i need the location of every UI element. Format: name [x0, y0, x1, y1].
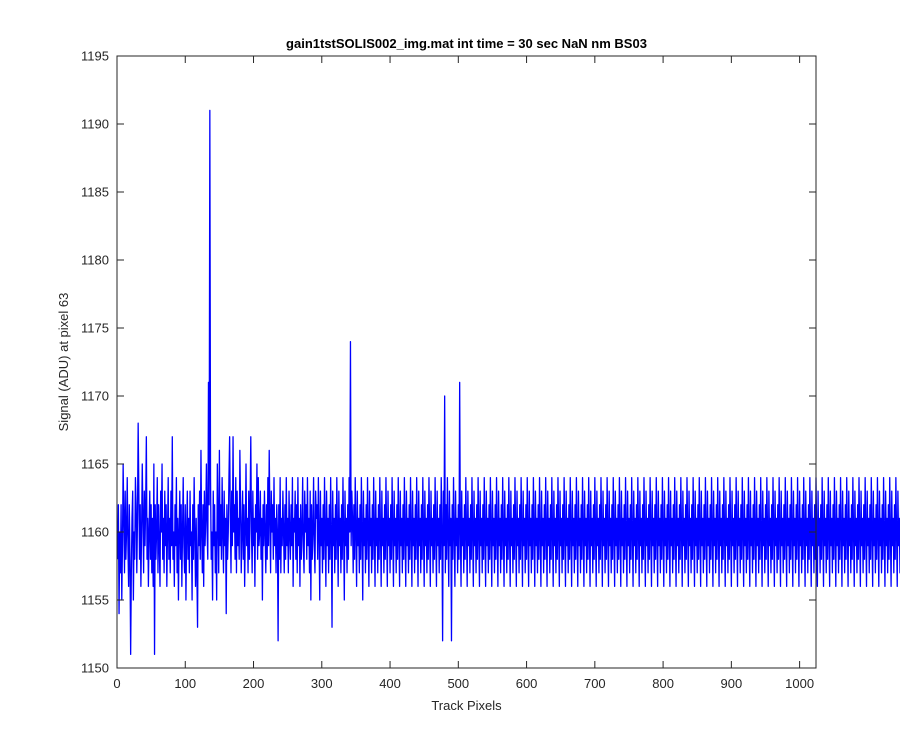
x-tick-label: 600 [516, 676, 538, 691]
y-tick-label: 1180 [81, 253, 109, 268]
y-axis-ticks: 1150 1155 1160 1165 1170 1175 1180 1185 1190 1195 [81, 49, 816, 676]
y-tick-label: 1160 [81, 525, 109, 540]
x-tick-label: 1000 [785, 676, 814, 691]
y-tick-label: 1150 [81, 661, 109, 676]
axes-box [116, 55, 817, 669]
x-axis-ticks: 0 100 200 300 400 500 600 700 800 900 1000 [113, 56, 814, 691]
y-tick-label: 1175 [81, 321, 109, 336]
x-tick-label: 500 [447, 676, 469, 691]
x-tick-label: 400 [379, 676, 401, 691]
y-tick-label: 1195 [81, 49, 109, 64]
x-tick-label: 900 [721, 676, 743, 691]
y-tick-label: 1155 [81, 593, 109, 608]
y-tick-label: 1190 [81, 117, 109, 132]
y-axis-label: Signal (ADU) at pixel 63 [56, 293, 71, 432]
y-tick-label: 1185 [81, 185, 109, 200]
series-line-0 [117, 109, 900, 656]
y-tick-label: 1170 [81, 389, 109, 404]
x-tick-label: 700 [584, 676, 606, 691]
x-tick-label: 300 [311, 676, 333, 691]
x-axis-label: Track Pixels [431, 698, 502, 713]
x-tick-label: 100 [174, 676, 196, 691]
chart-title: gain1tstSOLIS002_img.mat int time = 30 s… [286, 36, 647, 51]
x-tick-label: 200 [243, 676, 265, 691]
y-tick-label: 1165 [81, 457, 109, 472]
x-tick-label: 0 [113, 676, 120, 691]
data-layer [117, 109, 900, 656]
x-tick-label: 800 [652, 676, 674, 691]
